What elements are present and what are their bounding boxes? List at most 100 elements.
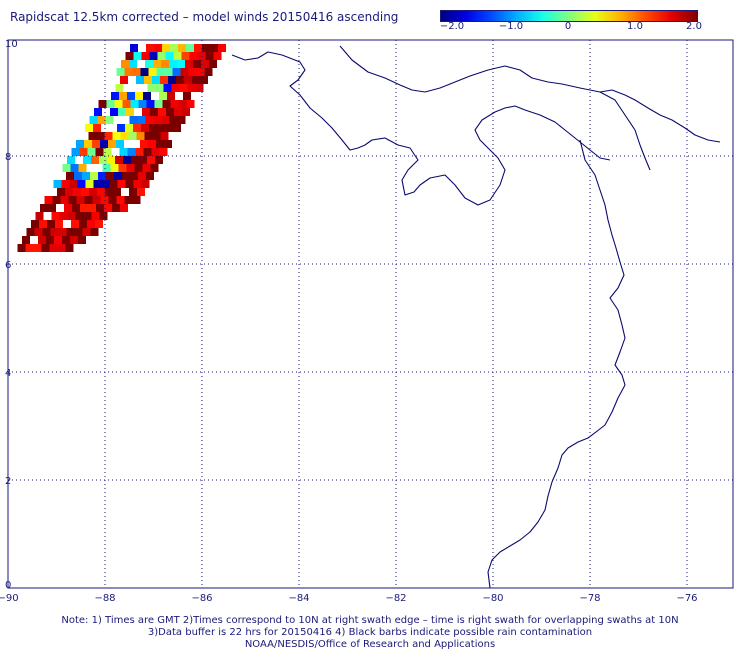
swath-cell — [168, 76, 176, 84]
swath-cell — [132, 68, 141, 76]
swath-cell — [129, 116, 138, 124]
swath-cell — [31, 220, 39, 228]
swath-cell — [133, 124, 141, 132]
swath-cell — [41, 244, 50, 252]
swath-cell — [97, 116, 106, 124]
swath-cell — [172, 68, 181, 76]
swath-cell — [185, 60, 193, 68]
swath-cell — [164, 68, 173, 76]
swath-cell — [110, 108, 118, 116]
swath-cell — [98, 100, 107, 108]
y-tick-label: 8 — [5, 152, 11, 163]
note-line-3: NOAA/NESDIS/Office of Research and Appli… — [244, 639, 496, 650]
swath-cell — [65, 188, 73, 196]
swath-cell — [110, 164, 119, 172]
swath-cell — [136, 132, 145, 140]
swath-cell — [106, 172, 114, 180]
swath-cell — [71, 148, 80, 156]
swath-cell — [83, 156, 91, 164]
swath-cell — [137, 188, 145, 196]
swath-cell — [117, 180, 126, 188]
color-scale-bar — [440, 10, 698, 22]
colorbar-label-neg1: −1.0 — [498, 21, 524, 32]
swath-cell — [96, 204, 104, 212]
swath-cell — [83, 212, 92, 220]
swath-cell — [159, 148, 168, 156]
swath-cell — [38, 236, 46, 244]
swath-cell — [201, 60, 209, 68]
swath-cell — [117, 124, 125, 132]
swath-cell — [149, 52, 158, 60]
swath-cell — [141, 124, 149, 132]
swath-cell — [64, 204, 72, 212]
swath-cell — [146, 44, 154, 52]
swath-cell — [210, 44, 218, 52]
swath-cell — [161, 60, 169, 68]
swath-cell — [155, 156, 163, 164]
swath-cell — [164, 140, 172, 148]
swath-cell — [173, 52, 182, 60]
swath-cell — [39, 220, 47, 228]
swath-cell — [135, 92, 143, 100]
swath-cell — [202, 44, 210, 52]
swath-cell — [152, 76, 160, 84]
swath-cell — [181, 52, 190, 60]
swath-cell — [88, 132, 97, 140]
swath-cell — [92, 140, 100, 148]
swath-cell — [167, 92, 175, 100]
swath-cell — [49, 244, 58, 252]
swath-cell — [170, 100, 179, 108]
swath-cell — [95, 220, 103, 228]
swath-cell — [192, 76, 200, 84]
swath-cell — [160, 132, 169, 140]
x-tick-label: −82 — [385, 593, 406, 604]
swath-cell — [103, 148, 112, 156]
swath-cell — [157, 124, 165, 132]
swath-cell — [35, 212, 44, 220]
swath-cell — [99, 156, 107, 164]
swath-cell — [155, 84, 164, 92]
swath-cell — [127, 148, 136, 156]
swath-cell — [79, 148, 88, 156]
swath-cell — [126, 164, 135, 172]
swath-cell — [153, 116, 162, 124]
swath-cell — [130, 100, 139, 108]
swath-cell — [34, 228, 43, 236]
x-tick-label: −88 — [94, 593, 115, 604]
swath-cell — [57, 188, 65, 196]
swath-cell — [125, 52, 134, 60]
swath-cell — [60, 196, 69, 204]
swath-cell — [75, 212, 84, 220]
swath-cell — [122, 100, 131, 108]
swath-cell — [158, 108, 166, 116]
swath-cell — [177, 116, 186, 124]
wind-swath-cells — [17, 44, 226, 252]
swath-cell — [67, 212, 76, 220]
swath-cell — [84, 196, 93, 204]
swath-cell — [144, 132, 153, 140]
swath-cell — [119, 92, 127, 100]
y-tick-label: 2 — [5, 476, 11, 487]
swath-cell — [98, 172, 106, 180]
swath-cell — [115, 156, 123, 164]
swath-cell — [57, 244, 66, 252]
swath-cell — [76, 196, 85, 204]
x-tick-label: −90 — [0, 593, 19, 604]
swath-cell — [160, 76, 168, 84]
swath-cell — [144, 76, 152, 84]
swath-cell — [55, 220, 63, 228]
swath-cell — [143, 92, 151, 100]
swath-cell — [205, 52, 214, 60]
swath-cell — [132, 196, 141, 204]
note-line-2: 3)Data buffer is 22 hrs for 20150416 4) … — [147, 627, 593, 638]
swath-cell — [108, 140, 116, 148]
swath-cell — [87, 148, 96, 156]
swath-cell — [109, 180, 118, 188]
swath-cell — [136, 76, 144, 84]
swath-cell — [134, 164, 143, 172]
y-tick-label: 0 — [5, 580, 11, 591]
swath-cell — [162, 44, 170, 52]
swath-cell — [82, 172, 90, 180]
swath-cell — [115, 84, 124, 92]
swath-cell — [176, 76, 184, 84]
